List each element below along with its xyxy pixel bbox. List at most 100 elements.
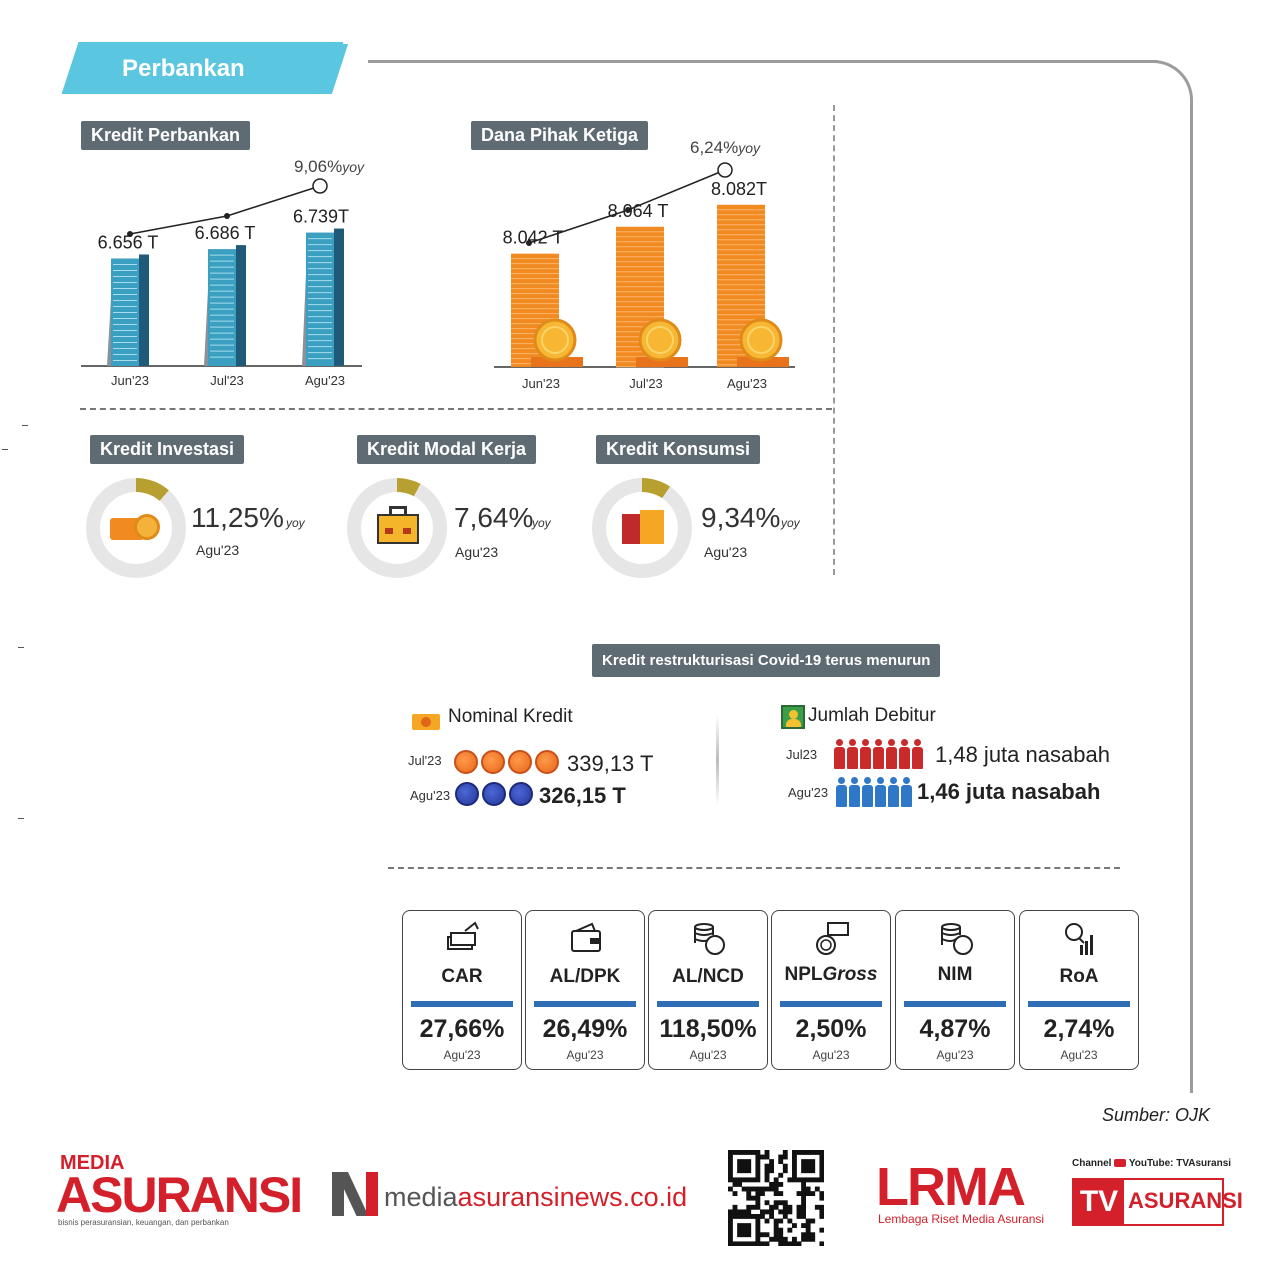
metric-name: NPLGross (784, 964, 878, 985)
qr-module (819, 1241, 824, 1246)
kredit-perbankan-title: Kredit Perbankan (81, 121, 251, 150)
qr-module (782, 1163, 788, 1169)
dpk-chart: Jun'23 8.042 T Jul'23 8.064 T Agu'23 8.082T (494, 162, 795, 391)
qr-module (764, 1241, 770, 1246)
money-icon (412, 710, 440, 730)
qr-module (819, 1150, 824, 1155)
coin-percent-icon (941, 923, 973, 955)
qr-module (819, 1214, 824, 1219)
qr-module (728, 1223, 733, 1229)
qr-module (773, 1177, 779, 1183)
metric-name: CAR (441, 966, 483, 987)
qr-module (764, 1154, 770, 1160)
qr-module (732, 1182, 738, 1187)
qr-module (746, 1168, 752, 1174)
qr-module (778, 1182, 784, 1187)
people-row-jul (834, 739, 925, 769)
qr-module (792, 1150, 797, 1155)
qr-module (787, 1227, 793, 1233)
qr-module (782, 1200, 788, 1206)
tv-logo-text: ASURANSI (1128, 1188, 1243, 1213)
coin-base (636, 357, 688, 367)
qr-module (755, 1227, 761, 1233)
x-tick-label: Agu'23 (727, 376, 767, 391)
qr-module (773, 1200, 779, 1206)
qr-module (792, 1168, 797, 1174)
bar-shadow (107, 298, 111, 366)
qr-module (764, 1200, 770, 1206)
qr-module (746, 1227, 752, 1233)
trend-point (224, 213, 230, 219)
qr-code-icon (728, 1150, 824, 1246)
divider-horizontal (80, 408, 832, 410)
qr-module (782, 1241, 788, 1246)
qr-module (755, 1204, 761, 1210)
qr-module (773, 1204, 779, 1210)
qr-module (764, 1177, 770, 1183)
kredit-investasi-suffix: yoy (286, 516, 305, 530)
tv-logo-mark: TV (1074, 1180, 1124, 1224)
media-asuransi-logo-top: MEDIA (60, 1152, 125, 1174)
jumlah-debitur-label: Jumlah Debitur (808, 705, 936, 726)
coins-icon (108, 508, 164, 544)
x-tick-label: Jul'23 (629, 376, 663, 391)
x-tick-label: Agu'23 (305, 373, 345, 388)
qr-module (755, 1163, 761, 1169)
qr-module (819, 1191, 824, 1197)
qr-module (819, 1168, 824, 1174)
qr-module (741, 1150, 747, 1155)
qr-module (760, 1186, 765, 1192)
qr-module (741, 1214, 747, 1219)
qr-module (728, 1214, 733, 1219)
qr-module (764, 1163, 770, 1169)
qr-module (764, 1209, 770, 1215)
coin-ring (747, 326, 775, 354)
qr-module (796, 1204, 802, 1210)
qr-module (810, 1232, 816, 1238)
dpk-yoy: 6,24%yoy (690, 138, 760, 157)
qr-module (737, 1163, 743, 1169)
nominal-kredit-label: Nominal Kredit (448, 706, 573, 727)
qr-module (746, 1195, 752, 1201)
qr-module (801, 1186, 807, 1192)
shopping-bags-icon (620, 504, 666, 546)
qr-module (778, 1218, 784, 1224)
qr-module (732, 1150, 738, 1155)
qr-module (741, 1227, 747, 1233)
bar-side (334, 228, 344, 366)
qr-module (810, 1177, 816, 1183)
qr-module (778, 1200, 784, 1206)
m-logo-icon (332, 1172, 380, 1216)
bar-shadow (204, 289, 208, 366)
kredit-investasi-value: 11,25% (191, 502, 284, 533)
coin-base (737, 357, 789, 367)
qr-module (805, 1218, 811, 1224)
qr-module (782, 1150, 788, 1155)
metric-date: Agu'23 (443, 1048, 481, 1062)
qr-module (773, 1186, 779, 1192)
qr-module (737, 1223, 743, 1229)
qr-module (750, 1150, 756, 1155)
qr-module (805, 1168, 811, 1174)
qr-module (746, 1223, 752, 1229)
x-tick-label: Jul'23 (210, 373, 244, 388)
qr-module (737, 1177, 743, 1183)
qr-module (819, 1227, 824, 1233)
qr-module (737, 1209, 743, 1215)
qr-module (819, 1209, 824, 1215)
qr-module (819, 1154, 824, 1160)
coin (533, 318, 577, 362)
qr-module (737, 1241, 743, 1246)
qr-module (750, 1195, 756, 1201)
metric-value: 2,74% (1043, 1015, 1115, 1043)
qr-module (728, 1241, 733, 1246)
qr-module (769, 1236, 775, 1242)
qr-module (750, 1204, 756, 1210)
metric-bar (534, 1001, 636, 1007)
qr-module (805, 1177, 811, 1183)
coin (739, 318, 783, 362)
qr-module (814, 1177, 820, 1183)
frame-corner (1100, 60, 1193, 140)
lrma-subtitle: Lembaga Riset Media Asuransi (878, 1212, 1045, 1226)
qr-module (746, 1209, 752, 1215)
